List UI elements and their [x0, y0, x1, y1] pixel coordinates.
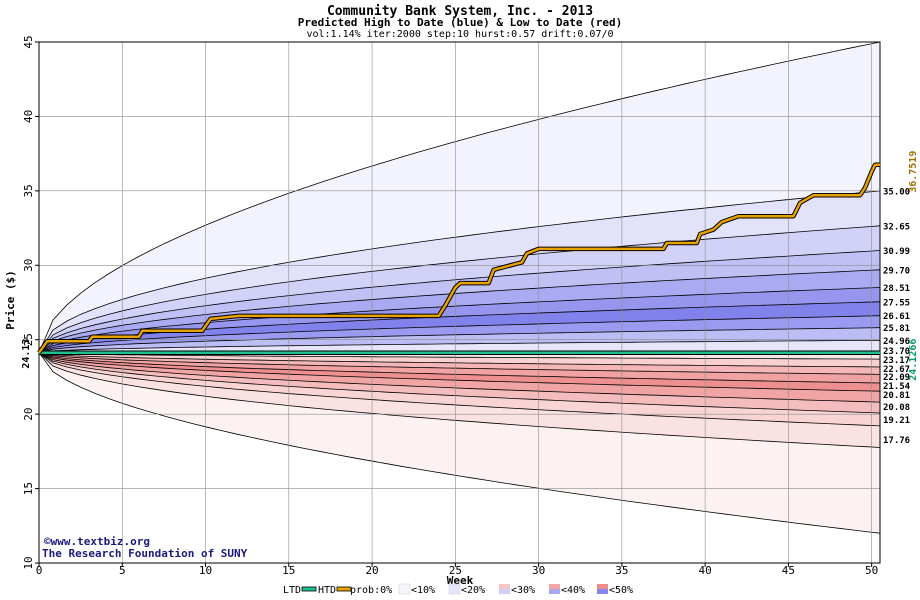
y-tick-label: 45: [22, 35, 35, 48]
lower-percentile-label: 20.08: [883, 403, 910, 413]
lower-percentile-label: 23.17: [883, 356, 910, 366]
legend-swatch: [549, 589, 560, 594]
legend-swatch: [499, 589, 510, 594]
legend-label: <50%: [609, 585, 633, 596]
upper-percentile-label: 25.81: [883, 324, 910, 334]
upper-percentile-line: [38, 269, 881, 354]
lower-percentile-line: [38, 352, 881, 375]
lower-percentile-label: 23.70: [883, 347, 910, 357]
upper-percentile-line: [38, 315, 881, 354]
x-tick-label: 40: [699, 564, 712, 577]
lower-percentile-line: [38, 352, 881, 403]
legend-swatch: [549, 584, 560, 589]
htd-end-label: 36.7519: [908, 151, 919, 193]
x-tick-label: 25: [449, 564, 462, 577]
y-tick-label: 30: [22, 259, 35, 272]
lower-percentile-label: 17.76: [883, 436, 910, 446]
upper-percentile-line: [38, 41, 881, 353]
lower-percentile-label: 19.21: [883, 416, 910, 426]
upper-percentile-label: 35.00: [883, 187, 910, 197]
chart-subtitle: Predicted High to Date (blue) & Low to D…: [298, 16, 623, 29]
grid-lines: [38, 41, 881, 564]
lower-percentile-line: [38, 352, 881, 368]
legend-label: prob:0%: [350, 585, 392, 596]
start-price-label: 24.13: [21, 339, 32, 369]
upper-percentile-label: 32.65: [883, 222, 910, 232]
upper-percentile-label: 30.99: [883, 247, 910, 257]
lower-percentile-line: [38, 352, 881, 392]
legend-label: <30%: [511, 585, 535, 596]
y-tick-label: 40: [22, 110, 35, 123]
lower-percentile-label: 21.54: [883, 382, 911, 392]
upper-percentile-line: [38, 327, 881, 354]
legend: LTD HTD prob:0% <10% <20% <30% <40% <50%: [283, 583, 633, 596]
upper-band: [39, 340, 880, 353]
lower-percentile-line: [38, 352, 881, 448]
watermark-line1: ©www.textbiz.org: [44, 535, 150, 548]
lower-percentile-line: [38, 352, 881, 414]
chart-params: vol:1.14% iter:2000 step:10 hurst:0.57 d…: [306, 29, 613, 40]
upper-percentile-label: 26.61: [883, 312, 910, 322]
series-lines: [37, 162, 880, 355]
legend-swatch: [336, 586, 352, 592]
legend-label: <40%: [561, 585, 585, 596]
y-axis-label: Price ($): [4, 270, 17, 330]
x-tick-label: 30: [532, 564, 545, 577]
y-tick-label: 35: [22, 184, 35, 197]
htd-line: [37, 163, 880, 354]
lower-percentile-line: [38, 352, 881, 360]
watermark-line2: The Research Foundation of SUNY: [42, 547, 248, 560]
legend-label: HTD: [318, 585, 336, 596]
legend-label: <20%: [461, 585, 485, 596]
legend-label: LTD: [283, 585, 301, 596]
ltd-end-label: 24.1266: [908, 339, 919, 381]
y-tick-label: 10: [22, 556, 35, 569]
legend-label: <10%: [411, 585, 435, 596]
upper-percentile-label: 29.70: [883, 266, 910, 276]
y-tick-label: 20: [22, 408, 35, 421]
lower-percentile-line: [38, 352, 881, 427]
y-tick-label: 15: [22, 482, 35, 495]
axes: 0 5 10 15 20 25 30 35 40 45 50 10 15 20 25 30 35 40 45: [22, 35, 878, 577]
legend-swatch: [597, 589, 608, 594]
lower-percentile-line: [38, 352, 881, 534]
x-tick-label: 50: [865, 564, 878, 577]
upper-percentile-label: 24.96: [883, 337, 910, 347]
x-tick-label: 45: [782, 564, 795, 577]
upper-percentile-label: 28.51: [883, 284, 910, 294]
lower-percentile-label: 22.09: [883, 373, 910, 383]
lower-percentile-line: [38, 352, 881, 384]
chart-labels: 35.00 32.65 30.99 29.70 28.51 27.55 26.61 25.81…: [21, 151, 919, 446]
chart-title: Community Bank System, Inc. - 2013: [327, 4, 593, 19]
upper-percentile-line: [38, 287, 881, 354]
lower-percentile-label: 22.67: [883, 365, 910, 375]
x-tick-label: 20: [365, 564, 378, 577]
upper-percentile-line: [38, 339, 881, 354]
legend-swatch: [448, 583, 461, 595]
x-tick-label: 15: [282, 564, 295, 577]
y-tick-label: 25: [22, 333, 35, 346]
x-tick-label: 5: [119, 564, 126, 577]
legend-swatch: [499, 584, 510, 589]
x-tick-label: 10: [199, 564, 212, 577]
legend-swatch: [597, 584, 608, 589]
plot-frame: [38, 41, 881, 564]
upper-percentile-label: 27.55: [883, 298, 910, 308]
legend-swatch: [398, 583, 411, 595]
percentile-bands: [38, 41, 881, 534]
upper-percentile-line: [38, 190, 881, 353]
x-tick-label: 0: [36, 564, 43, 577]
x-tick-label: 35: [615, 564, 628, 577]
lower-percentile-label: 20.81: [883, 391, 910, 401]
legend-swatch: [301, 586, 317, 592]
upper-percentile-line: [38, 250, 881, 353]
upper-percentile-line: [38, 225, 881, 353]
